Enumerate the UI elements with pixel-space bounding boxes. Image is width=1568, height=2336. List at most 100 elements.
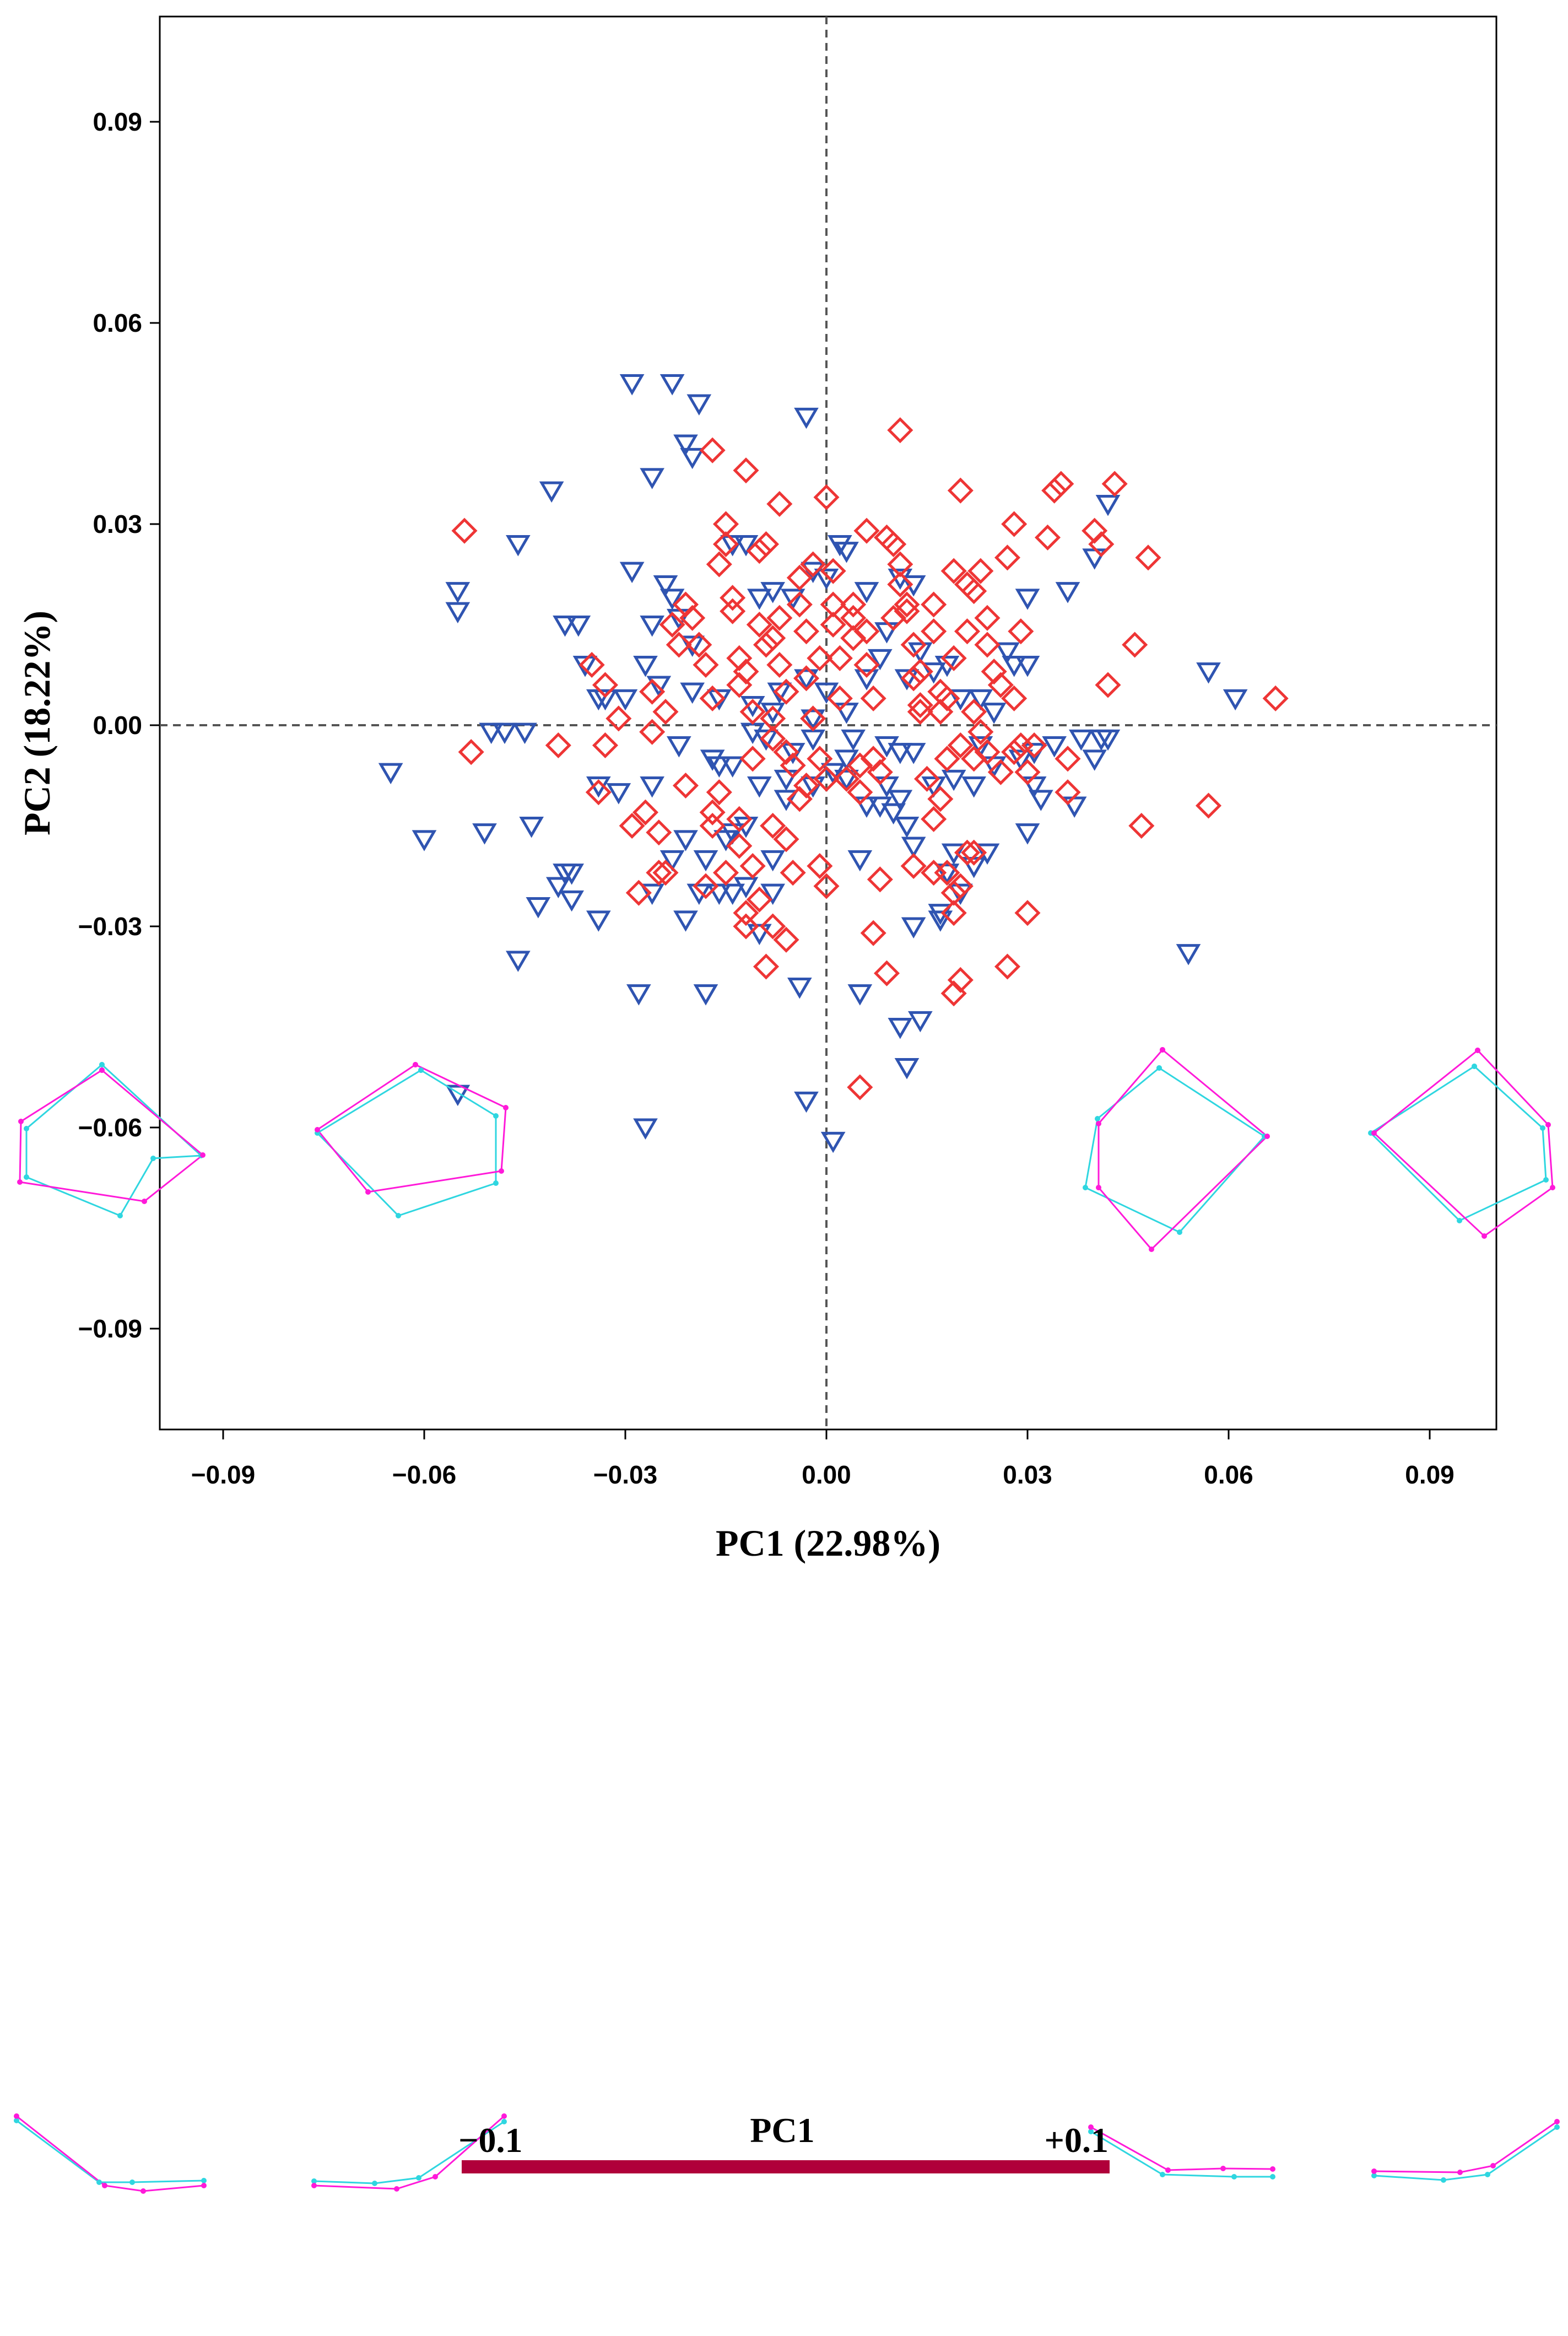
shape-profile-left-1	[14, 2113, 207, 2194]
data-point-diamond	[921, 806, 947, 832]
data-point-diamond	[1095, 672, 1121, 698]
data-point-triangle	[693, 984, 718, 1006]
data-point-triangle	[680, 682, 705, 704]
data-point-triangle	[820, 1131, 846, 1153]
data-point-triangle	[834, 769, 859, 791]
data-point-triangle	[673, 434, 698, 456]
data-point-diamond	[873, 524, 900, 551]
data-point-diamond	[800, 551, 826, 578]
data-point-diamond	[739, 746, 766, 772]
landmark-dot	[18, 1119, 24, 1124]
landmark-dot	[142, 1199, 147, 1204]
data-point-diamond	[987, 759, 1014, 785]
data-point-diamond	[867, 866, 893, 893]
shape-magenta-outline	[316, 1064, 507, 1193]
landmark-dot	[1160, 1047, 1165, 1053]
shape-magenta-outline	[1372, 1049, 1554, 1237]
data-point-diamond	[947, 967, 974, 993]
shape-cyan-profile	[313, 2121, 505, 2184]
landmark-dot	[1543, 1177, 1549, 1183]
data-point-triangle	[780, 589, 805, 610]
data-point-triangle	[894, 1058, 920, 1080]
landmark-dot	[1371, 1130, 1377, 1136]
data-point-diamond	[712, 531, 739, 558]
data-point-diamond	[706, 551, 732, 578]
data-point-diamond	[1055, 779, 1081, 806]
data-point-diamond	[1021, 732, 1047, 759]
data-point-diamond	[974, 739, 1001, 765]
data-point-diamond	[733, 659, 759, 685]
landmark-dot	[1475, 1048, 1480, 1053]
shape-outline-left-1	[17, 1062, 206, 1218]
data-point-triangle	[834, 542, 859, 563]
data-point-diamond	[780, 752, 806, 779]
data-point-triangle	[640, 776, 665, 798]
data-point-diamond	[840, 591, 867, 618]
landmark-dot	[102, 2183, 107, 2188]
data-point-triangle	[1196, 662, 1221, 684]
y-axis-title: PC2 (18.22%)	[16, 611, 58, 835]
data-point-diamond	[860, 920, 886, 946]
data-point-triangle	[794, 407, 819, 429]
data-point-diamond	[585, 779, 612, 806]
data-point-triangle	[653, 575, 678, 597]
data-point-diamond	[753, 531, 780, 558]
landmark-dot	[1264, 1134, 1270, 1139]
scale-bar-line	[462, 2160, 1110, 2173]
data-point-diamond	[592, 732, 619, 759]
landmark-dot	[418, 1067, 424, 1073]
data-point-diamond	[726, 833, 753, 859]
data-point-triangle	[801, 729, 826, 751]
data-point-triangle	[619, 374, 645, 396]
data-point-diamond	[706, 779, 732, 806]
data-point-triangle	[787, 978, 812, 999]
data-point-diamond	[632, 799, 659, 826]
data-point-triangle	[747, 589, 772, 610]
data-point-diamond	[746, 886, 772, 913]
data-point-diamond	[659, 611, 685, 638]
scatter-points	[378, 374, 1289, 1153]
data-point-diamond	[793, 618, 820, 645]
data-point-triangle	[1082, 548, 1107, 570]
x-tick-label: 0.03	[1003, 1460, 1052, 1489]
data-point-triangle	[1042, 736, 1067, 758]
data-point-triangle	[700, 749, 725, 771]
data-point-triangle	[794, 1091, 819, 1113]
data-point-triangle	[720, 756, 745, 778]
data-point-diamond	[994, 544, 1021, 571]
landmark-dot	[1096, 1121, 1101, 1126]
shape-outline-right-1	[1083, 1047, 1270, 1252]
x-tick-label: 0.06	[1204, 1460, 1253, 1489]
data-point-diamond	[820, 611, 846, 638]
landmark-dot	[129, 2179, 135, 2185]
data-point-triangle	[659, 374, 685, 396]
landmark-dot	[24, 1174, 29, 1180]
data-point-triangle	[545, 877, 571, 898]
data-point-diamond	[961, 839, 987, 866]
data-point-triangle	[907, 1011, 933, 1033]
data-point-diamond	[1128, 812, 1155, 839]
data-point-diamond	[746, 611, 772, 638]
x-tick-label: 0.09	[1405, 1460, 1455, 1489]
landmark-dot	[117, 1213, 123, 1218]
pc1-scale-bar: PC1 −0.1 +0.1	[458, 2111, 1110, 2173]
landmark-dot	[1371, 2168, 1377, 2174]
landmark-dot	[432, 2174, 438, 2179]
data-point-triangle	[1015, 823, 1040, 845]
data-point-triangle	[981, 703, 1007, 724]
data-point-diamond	[994, 953, 1021, 980]
data-point-diamond	[913, 765, 940, 792]
data-point-triangle	[606, 783, 631, 805]
data-point-triangle	[1095, 495, 1121, 516]
data-point-triangle	[888, 743, 913, 764]
data-point-triangle	[619, 562, 645, 584]
shape-profile-right-1	[1088, 2124, 1275, 2179]
landmark-dot	[1371, 2173, 1377, 2178]
landmark-dot	[1270, 2174, 1275, 2179]
data-point-triangle	[659, 850, 685, 872]
data-point-diamond	[887, 417, 913, 444]
data-point-triangle	[888, 790, 913, 811]
landmark-dot	[200, 1152, 206, 1158]
data-point-diamond	[605, 705, 632, 732]
shape-magenta-profile	[1374, 2121, 1558, 2173]
